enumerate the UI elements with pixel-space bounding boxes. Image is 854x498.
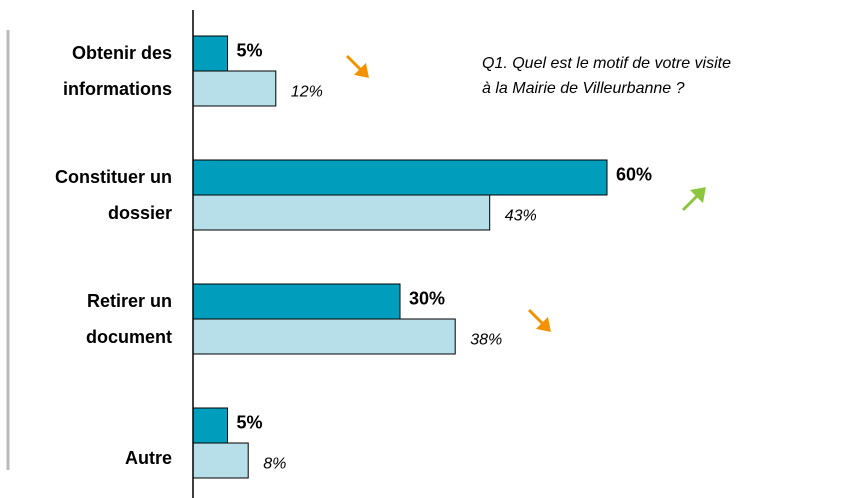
chart-title: Q1. Quel est le motif de votre visite	[482, 55, 731, 72]
chart-title: à la Mairie de Villeurbanne ?	[482, 80, 685, 97]
bar	[192, 194, 491, 231]
category-label: document	[86, 327, 172, 347]
trend-arrow	[345, 54, 369, 78]
bar	[192, 442, 249, 479]
bar	[192, 318, 456, 355]
data-label: 38%	[470, 332, 502, 349]
data-label: 60%	[616, 164, 652, 184]
data-label: 43%	[505, 208, 537, 225]
data-label: 5%	[237, 40, 263, 60]
data-label: 5%	[237, 412, 263, 432]
category-label: dossier	[108, 203, 172, 223]
category-label: Obtenir des	[72, 43, 172, 63]
data-label: 8%	[263, 456, 286, 473]
data-label: 12%	[291, 84, 323, 101]
bar	[192, 159, 608, 196]
category-label: Retirer un	[87, 291, 172, 311]
trend-arrow	[527, 308, 551, 332]
category-label: Autre	[125, 448, 172, 468]
bar	[192, 407, 228, 444]
category-label: Constituer un	[55, 167, 172, 187]
bar	[192, 70, 277, 107]
bar	[192, 283, 401, 320]
bar	[192, 35, 228, 72]
data-label: 30%	[409, 288, 445, 308]
category-label: informations	[63, 79, 172, 99]
trend-arrow	[681, 187, 706, 212]
